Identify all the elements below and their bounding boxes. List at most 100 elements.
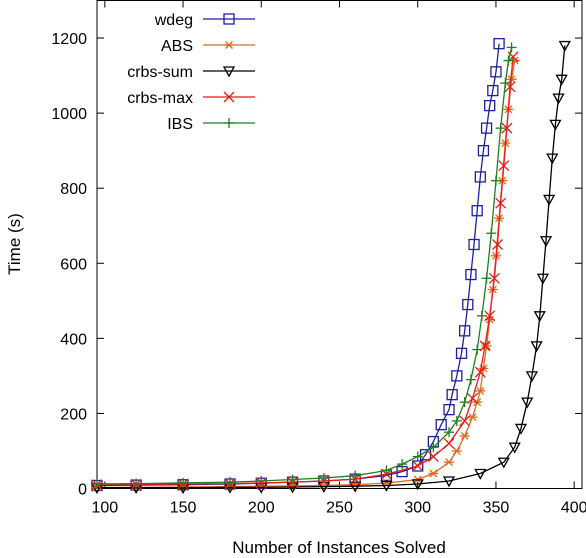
series-line-ABS: [97, 60, 516, 489]
data-point-ABS: [506, 75, 517, 84]
data-point-crbs-sum: [514, 423, 528, 435]
data-point-wdeg: [459, 325, 471, 337]
data-point-wdeg: [474, 171, 486, 183]
data-point-crbs-sum: [536, 273, 549, 285]
legend-item-ABS: ABS: [161, 38, 255, 55]
data-point-crbs-sum: [411, 479, 424, 491]
x-tick-label: 350: [483, 500, 510, 517]
series-line-IBS: [96, 47, 513, 485]
data-point-crbs-max: [488, 272, 500, 284]
x-tick-label: 400: [561, 500, 586, 517]
data-point-IBS: [224, 477, 235, 488]
y-tick-label: 1000: [51, 106, 87, 123]
data-point-IBS: [428, 442, 439, 453]
data-point-crbs-max: [484, 310, 496, 322]
data-point-IBS: [451, 415, 462, 426]
data-point-wdeg: [484, 99, 496, 112]
data-point-IBS: [476, 310, 487, 321]
data-point-ABS: [459, 431, 470, 440]
series-line-crbs-max: [96, 56, 514, 486]
data-point-wdeg: [435, 419, 447, 431]
x-tick-label: 200: [248, 500, 275, 517]
y-tick-label: 200: [60, 406, 87, 423]
data-point-crbs-sum: [555, 74, 568, 86]
data-point-wdeg: [468, 238, 480, 251]
data-point-IBS: [178, 477, 189, 488]
data-point-ABS: [451, 447, 462, 455]
data-point-ABS: [444, 458, 455, 467]
data-point-crbs-max: [495, 197, 507, 209]
data-point-wdeg: [480, 122, 493, 134]
data-point-IBS: [486, 228, 497, 239]
series-ABS: [92, 56, 520, 492]
x-axis: 100 150 200 250 300 350 400: [91, 0, 586, 517]
data-point-crbs-sum: [525, 371, 539, 383]
x-tick-label: 150: [170, 500, 197, 517]
data-point-IBS: [92, 478, 102, 489]
legend-item-wdeg: wdeg: [154, 12, 255, 29]
data-point-wdeg: [493, 38, 505, 50]
legend-label: IBS: [167, 116, 193, 133]
data-point-ABS: [472, 398, 483, 407]
y-axis-title: Time (s): [5, 213, 24, 275]
data-point-IBS: [506, 42, 517, 53]
legend-marker: [223, 91, 235, 103]
data-point-crbs-sum: [521, 397, 534, 409]
legend-label: wdeg: [154, 12, 193, 29]
legend: wdeg ABS crbs-sum crbs-max IBS: [127, 12, 255, 133]
data-point-crbs-sum: [508, 442, 521, 454]
series-layer: [90, 38, 571, 495]
data-point-crbs-max: [412, 460, 424, 472]
y-axis: 0 200 400 600 800 1000 1200: [51, 31, 582, 499]
data-point-wdeg: [462, 298, 474, 311]
data-point-wdeg: [451, 370, 463, 382]
data-point-IBS: [490, 175, 501, 186]
data-point-crbs-sum: [546, 153, 559, 165]
data-point-IBS: [465, 374, 476, 385]
data-point-IBS: [256, 475, 267, 486]
x-tick-label: 300: [404, 500, 431, 517]
legend-marker: [224, 118, 234, 128]
y-tick-label: 1200: [51, 31, 87, 48]
legend-label: crbs-max: [127, 90, 193, 107]
data-point-IBS: [131, 478, 142, 489]
legend-marker: [222, 66, 236, 78]
legend-item-IBS: IBS: [167, 116, 255, 133]
series-IBS: [92, 42, 517, 489]
data-point-crbs-sum: [539, 236, 553, 248]
data-point-wdeg: [490, 66, 502, 78]
x-axis-title: Number of Instances Solved: [232, 538, 446, 557]
data-point-crbs-sum: [533, 311, 546, 323]
legend-item-crbs-sum: crbs-sum: [127, 64, 255, 81]
data-point-IBS: [481, 273, 492, 284]
data-point-IBS: [350, 470, 361, 481]
data-point-wdeg: [471, 205, 483, 217]
data-point-wdeg: [487, 84, 499, 97]
data-point-crbs-sum: [543, 194, 556, 206]
series-crbs-sum: [90, 40, 571, 495]
data-point-wdeg: [477, 145, 490, 157]
y-tick-label: 800: [60, 181, 87, 198]
y-tick-label: 400: [60, 331, 87, 348]
legend-label: ABS: [161, 38, 193, 55]
data-point-IBS: [495, 123, 506, 134]
data-point-wdeg: [443, 404, 455, 416]
data-point-IBS: [444, 427, 455, 438]
y-tick-label: 600: [60, 256, 87, 273]
data-point-IBS: [500, 78, 511, 89]
y-tick-label: 0: [78, 482, 87, 499]
data-point-IBS: [287, 474, 298, 485]
data-point-crbs-max: [498, 160, 510, 172]
legend-item-crbs-max: crbs-max: [127, 90, 255, 107]
series-line-crbs-sum: [97, 45, 566, 489]
data-point-ABS: [475, 386, 486, 395]
data-point-crbs-sum: [380, 480, 393, 492]
legend-label: crbs-sum: [127, 64, 193, 81]
data-point-IBS: [381, 465, 392, 476]
data-point-crbs-sum: [474, 468, 487, 480]
data-point-wdeg: [465, 268, 477, 281]
legend-marker: [223, 13, 235, 25]
x-tick-label: 100: [91, 500, 118, 517]
